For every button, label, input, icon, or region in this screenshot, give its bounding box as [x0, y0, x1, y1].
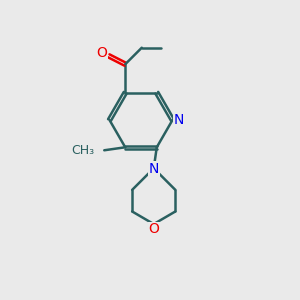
Text: O: O [148, 223, 159, 236]
Text: O: O [97, 46, 108, 60]
Text: CH₃: CH₃ [71, 144, 95, 157]
Text: N: N [148, 162, 159, 176]
Text: N: N [174, 113, 184, 127]
